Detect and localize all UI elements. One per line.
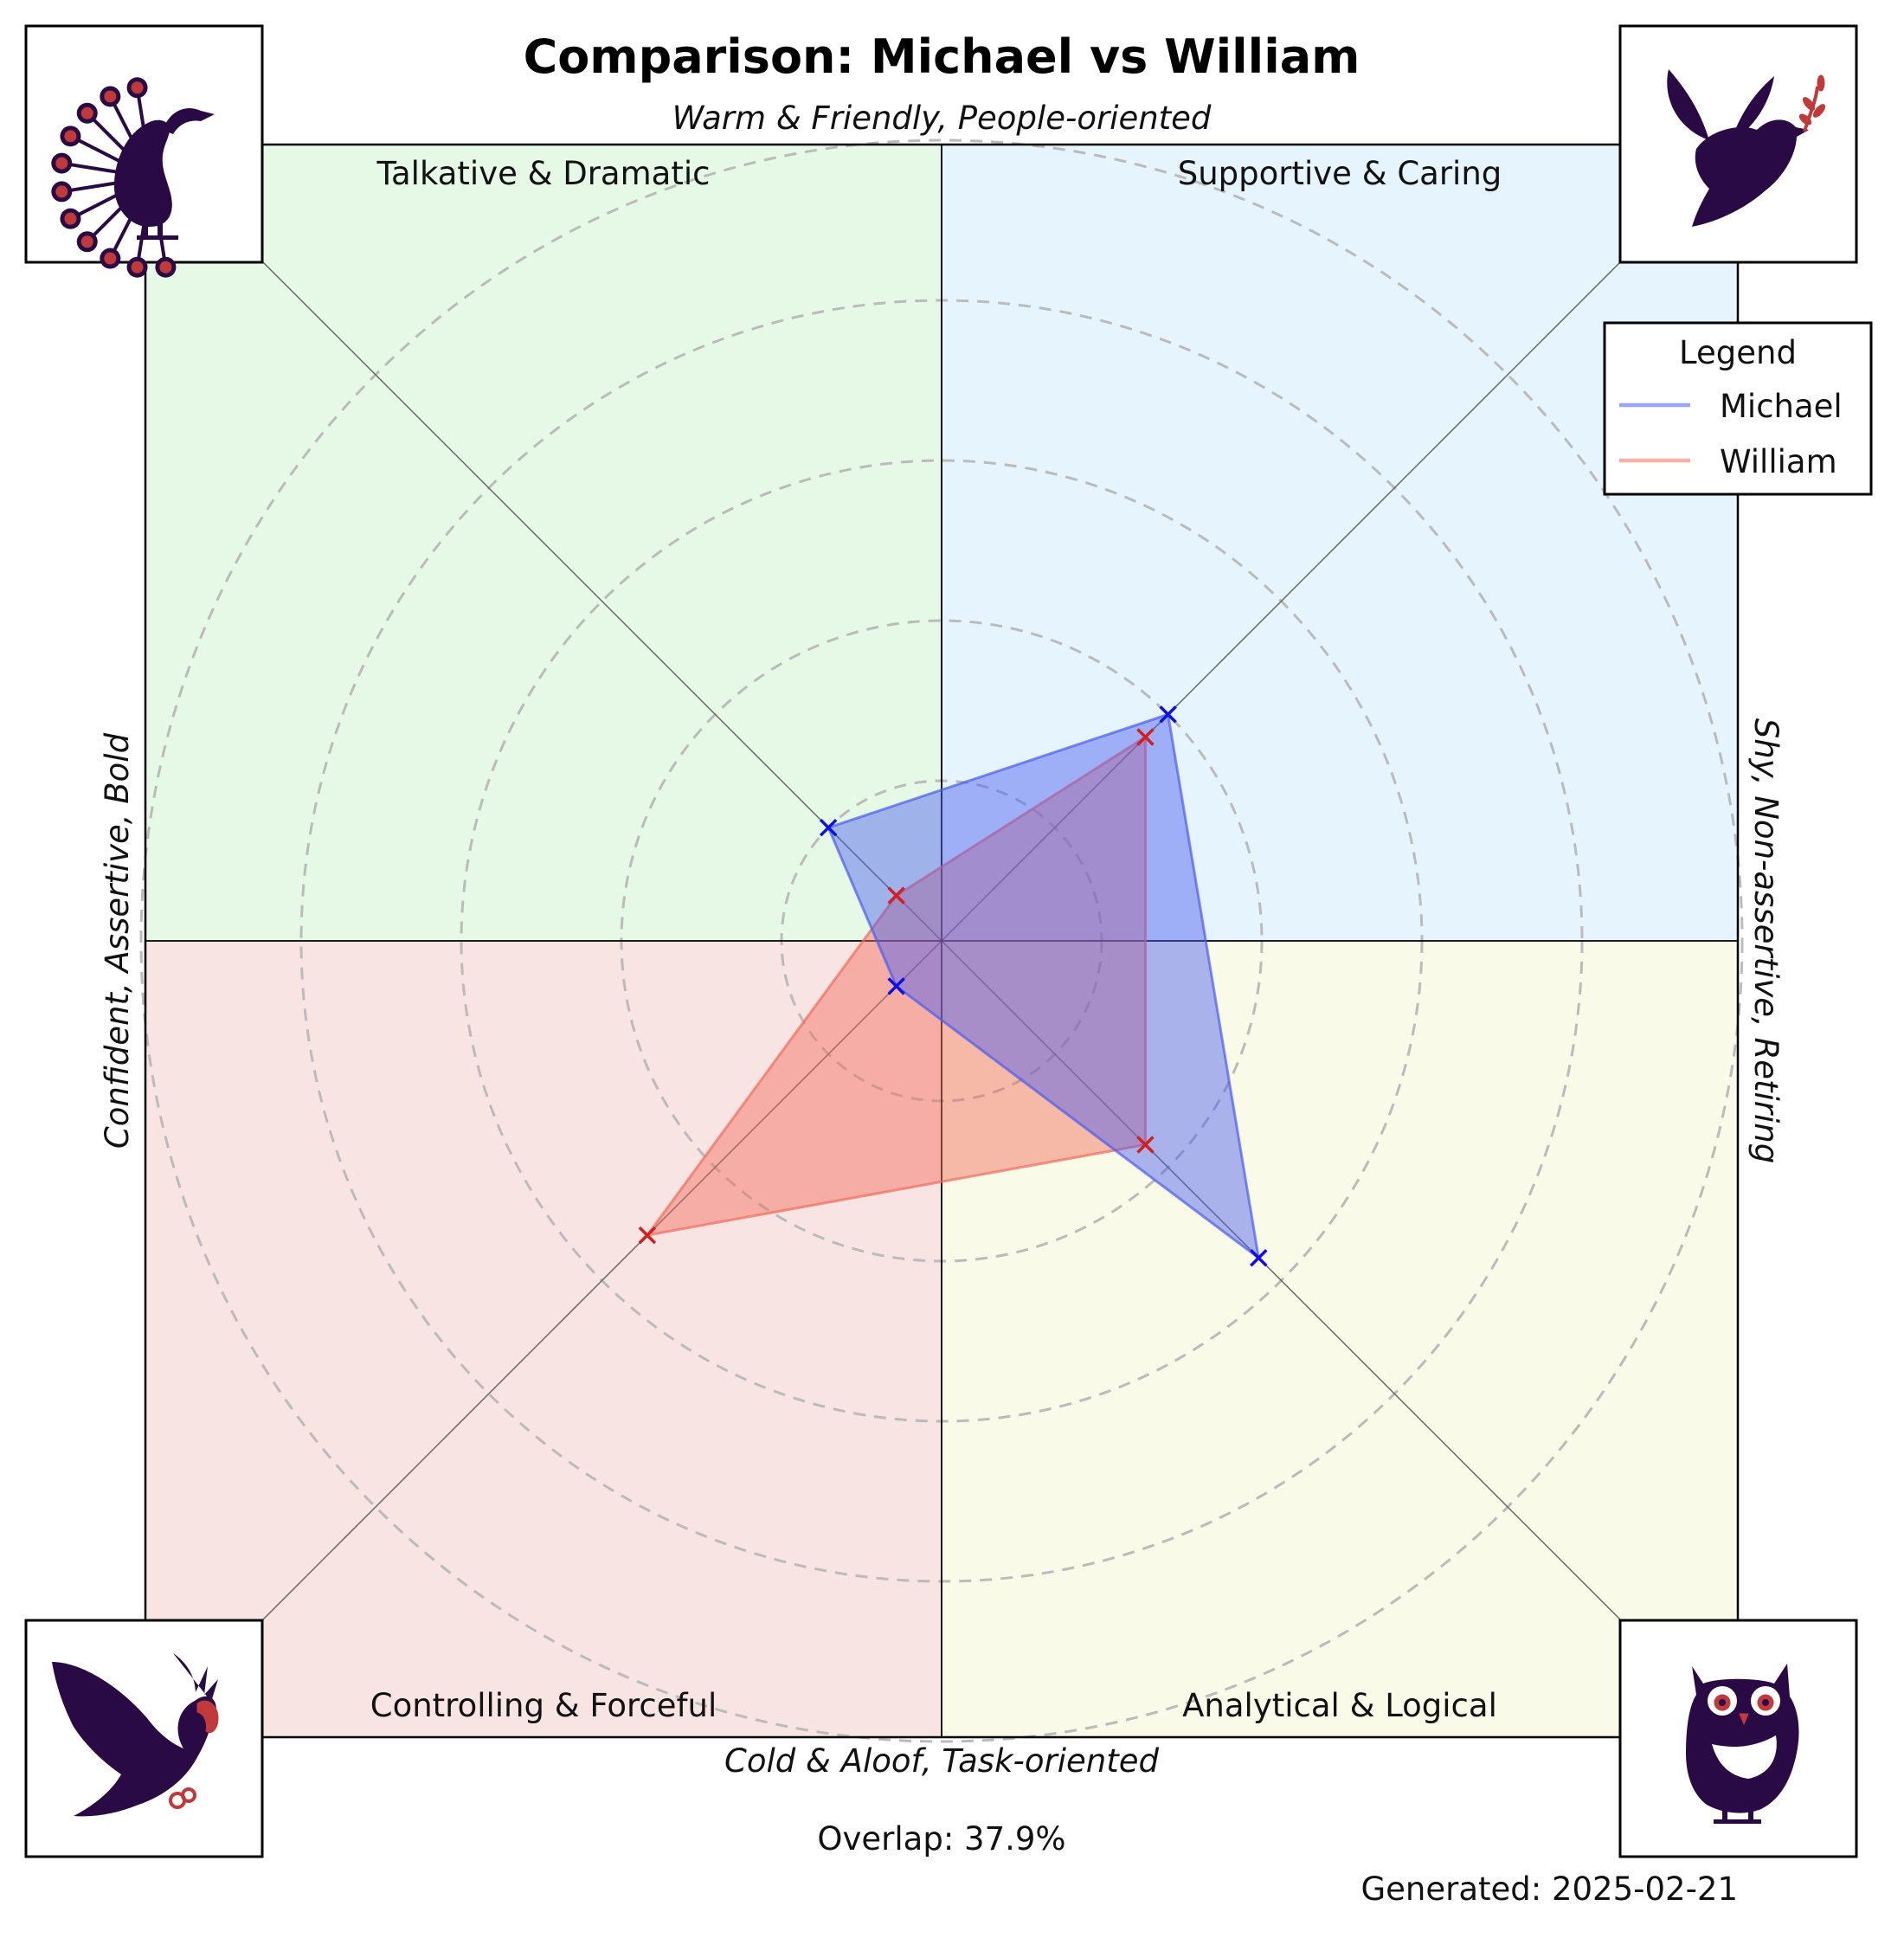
overlap-label: Overlap: 37.9% [817, 1820, 1065, 1858]
legend-title: Legend [1679, 334, 1797, 371]
point-michael-4 [887, 977, 905, 995]
quadrant-label-supportive-caring: Supportive & Caring [1178, 155, 1502, 192]
point-william-2 [1136, 728, 1155, 746]
legend: Legend Michael William [1603, 321, 1873, 496]
axis-label-bottom: Cold & Aloof, Task-oriented [724, 1742, 1159, 1780]
legend-entry-william: William [1720, 443, 1837, 480]
axis-label-top: Warm & Friendly, People-oriented [672, 100, 1212, 137]
legend-box [1603, 321, 1873, 496]
generated-label: Generated: 2025-02-21 [1360, 1870, 1738, 1908]
point-william-4 [638, 1226, 657, 1245]
point-william-1 [887, 886, 905, 905]
axis-label-right: Shy, Non-assertive, Retiring [1747, 718, 1785, 1163]
grid-ring-5 [139, 138, 1744, 1743]
point-michael-3 [1250, 1249, 1268, 1267]
point-william-3 [1136, 1136, 1155, 1154]
chart-title: Comparison: Michael vs William [524, 29, 1360, 84]
axis-label-left: Confident, Assertive, Bold [99, 732, 136, 1149]
plot-border [144, 143, 1740, 1739]
quadrant-label-controlling-forceful: Controlling & Forceful [370, 1687, 717, 1724]
dove-icon [1618, 24, 1858, 264]
legend-entry-michael: Michael [1720, 388, 1843, 425]
owl-icon [1618, 1619, 1858, 1858]
eagle-icon [24, 1619, 264, 1858]
point-michael-2 [1159, 705, 1177, 724]
point-michael-1 [819, 818, 838, 837]
peacock-icon [24, 24, 264, 278]
quadrant-label-analytical-logical: Analytical & Logical [1182, 1687, 1497, 1724]
series-layer [638, 705, 1268, 1267]
quadrant-label-talkative-dramatic: Talkative & Dramatic [376, 155, 711, 192]
